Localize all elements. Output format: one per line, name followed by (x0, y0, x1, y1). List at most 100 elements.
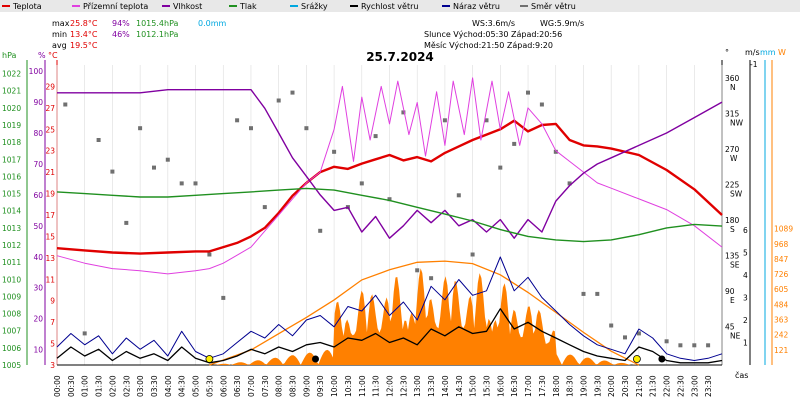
time-tick: 13:30 (427, 375, 436, 397)
time-tick: 02:30 (122, 375, 131, 397)
stats-avg-label: avg (52, 41, 67, 50)
wind-direction-point (498, 165, 503, 170)
series-solar-curve (209, 260, 640, 366)
wind-direction-point (442, 118, 447, 123)
legend-label: Teplota (12, 2, 42, 11)
stats-min-temp: 13.4°C (70, 30, 98, 39)
axis-dir-tick: 270 (725, 145, 740, 154)
axis-temp-tick: 25 (45, 125, 55, 134)
axis-dir-label: SW (730, 189, 743, 198)
time-tick: 04:00 (164, 375, 173, 397)
time-tick: 09:00 (302, 375, 311, 397)
legend-item-1: Teplota (2, 2, 42, 11)
time-tick: 02:00 (108, 375, 117, 397)
wind-direction-point (553, 149, 558, 154)
series-line-6 (56, 256, 723, 361)
axis-ms-tick: 2 (743, 316, 748, 325)
wind-direction-point (249, 126, 253, 131)
axis-hpa-tick: 1021 (2, 87, 21, 96)
axis-hpa-tick: 1013 (2, 224, 21, 233)
axis-hpa-tick: 1018 (2, 138, 21, 147)
wind-direction-point (692, 343, 697, 348)
axis-temp-tick: 3 (50, 361, 55, 370)
wind-direction-point (706, 343, 711, 348)
axis-dir-label: N (730, 83, 736, 92)
axis-wm2-tick: 484 (774, 300, 789, 309)
time-tick: 11:30 (372, 375, 381, 397)
axis-ms-tick: 5 (743, 249, 748, 258)
axis-temp-title: °C (48, 51, 58, 60)
axis-temp-tick: 7 (50, 318, 55, 327)
time-tick: 07:30 (261, 375, 270, 397)
stats-block: max 25.8°C 94% 1015.4hPa 0.0mm min 13.4°… (52, 19, 227, 50)
axis-temp-tick: 23 (45, 147, 55, 156)
axis-wm2-tick: 121 (774, 346, 789, 355)
time-tick: 06:00 (219, 375, 228, 397)
sunrise-marker (205, 355, 214, 363)
stats-max-rain: 0.0mm (198, 19, 227, 28)
axis-mm-title: mm (760, 48, 776, 57)
time-tick: 01:30 (95, 375, 104, 397)
sun-wind-block: WS:3.6m/s WG:5.9m/s Slunce Východ:05:30 … (424, 19, 584, 50)
wind-direction-point (82, 331, 87, 336)
axis-wm2-tick: 726 (774, 270, 789, 279)
series-line-5 (56, 308, 723, 364)
wind-direction-point (609, 323, 614, 328)
wind-direction-point (456, 193, 461, 198)
series-line-1 (56, 119, 723, 255)
axis-pct-tick: 30 (33, 284, 43, 293)
wind-wg: WG:5.9m/s (540, 19, 584, 28)
axis-temp-tick: 15 (45, 232, 55, 241)
legend-item-7: Náraz větru (442, 2, 500, 11)
wind-direction-point (262, 205, 267, 210)
legend-item-6: Rychlost větru (350, 2, 418, 11)
time-tick: 09:30 (316, 375, 325, 397)
time-tick: 23:00 (690, 375, 699, 397)
axis-temp-tick: 29 (45, 82, 55, 91)
axis-ms-tick: 1 (743, 339, 748, 348)
sun-times: Slunce Východ:05:30 Západ:20:56 (424, 30, 562, 39)
axis-hpa-tick: 1014 (2, 207, 21, 216)
axis-pct-tick: 60 (33, 191, 43, 200)
wind-direction-point (332, 149, 337, 154)
axis-temp-tick: 21 (45, 168, 55, 177)
axis-hpa-tick: 1009 (2, 292, 21, 301)
moon-marker (658, 355, 666, 363)
legend-item-8: Směr větru (520, 2, 576, 11)
time-tick: 12:30 (399, 375, 408, 397)
legend-label: Tlak (239, 2, 257, 11)
wind-direction-point (359, 181, 364, 186)
wind-direction-point (512, 141, 517, 146)
time-tick: 18:30 (566, 375, 575, 397)
time-tick: 03:00 (136, 375, 145, 397)
axis-wm2-tick: 968 (774, 240, 789, 249)
wind-direction-point (221, 295, 226, 300)
time-tick: 07:00 (247, 375, 256, 397)
axis-wm2-tick: 1089 (774, 225, 793, 234)
axis-dir-title: ° (725, 48, 729, 57)
wind-direction-point (567, 181, 572, 186)
axis-temp-tick: 13 (45, 254, 55, 263)
axis-ms-tick: 4 (743, 271, 748, 280)
axis-wm2-title: W (778, 48, 786, 57)
moon-times: Měsíc Východ:21:50 Západ:9:20 (424, 41, 553, 50)
time-tick: 18:00 (552, 375, 561, 397)
axis-ms-title: m/s (745, 48, 760, 57)
stats-min-hum: 46% (112, 30, 130, 39)
stats-max-hum: 94% (112, 19, 130, 28)
wind-direction-point (290, 90, 295, 95)
plot-area (56, 77, 723, 366)
axis-hpa-tick: 1012 (2, 241, 21, 250)
axis-pct-tick: 80 (33, 129, 43, 138)
time-tick: 08:30 (289, 375, 298, 397)
wind-direction-point (581, 291, 586, 296)
wind-direction-point (207, 252, 212, 257)
axis-pct-tick: 100 (29, 67, 44, 76)
wind-direction-point (401, 110, 406, 115)
wind-direction-point (429, 276, 434, 281)
wind-direction-point (96, 138, 101, 142)
axis-pct-title: % (38, 51, 46, 60)
wind-direction-point (678, 343, 683, 348)
wind-direction-point (387, 197, 392, 202)
wind-direction-point (193, 181, 198, 186)
